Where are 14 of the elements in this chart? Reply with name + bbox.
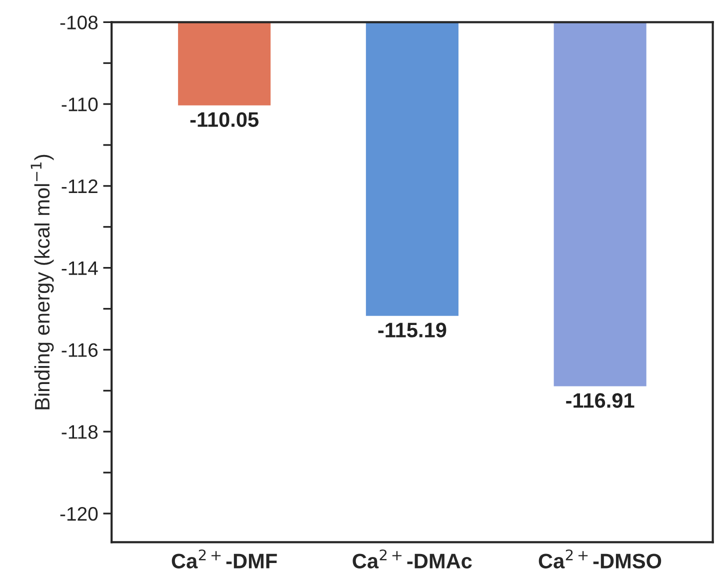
y-tick-label: -114 — [62, 262, 98, 275]
data-label: -110.05 — [190, 112, 259, 127]
data-label: -115.19 — [378, 322, 446, 338]
y-tick-label: -110 — [62, 98, 98, 112]
y-tick-label: -120 — [60, 506, 98, 521]
x-tick-label: Ca$^{2+}$-DMF — [172, 549, 277, 568]
x-tick-label: Ca$^{2+}$-DMSO — [538, 549, 662, 568]
x-tick-label: Ca$^{2+}$-DMAc — [352, 549, 472, 568]
y-tick-label: -118 — [62, 425, 98, 439]
y-axis-title: Binding energy (kcal mol$^{−1}$) — [30, 154, 54, 410]
data-label: -116.91 — [566, 393, 634, 408]
y-tick-label: -112 — [62, 179, 98, 193]
y-tick-label: -116 — [62, 343, 98, 357]
y-tick-label: -108 — [60, 16, 98, 30]
